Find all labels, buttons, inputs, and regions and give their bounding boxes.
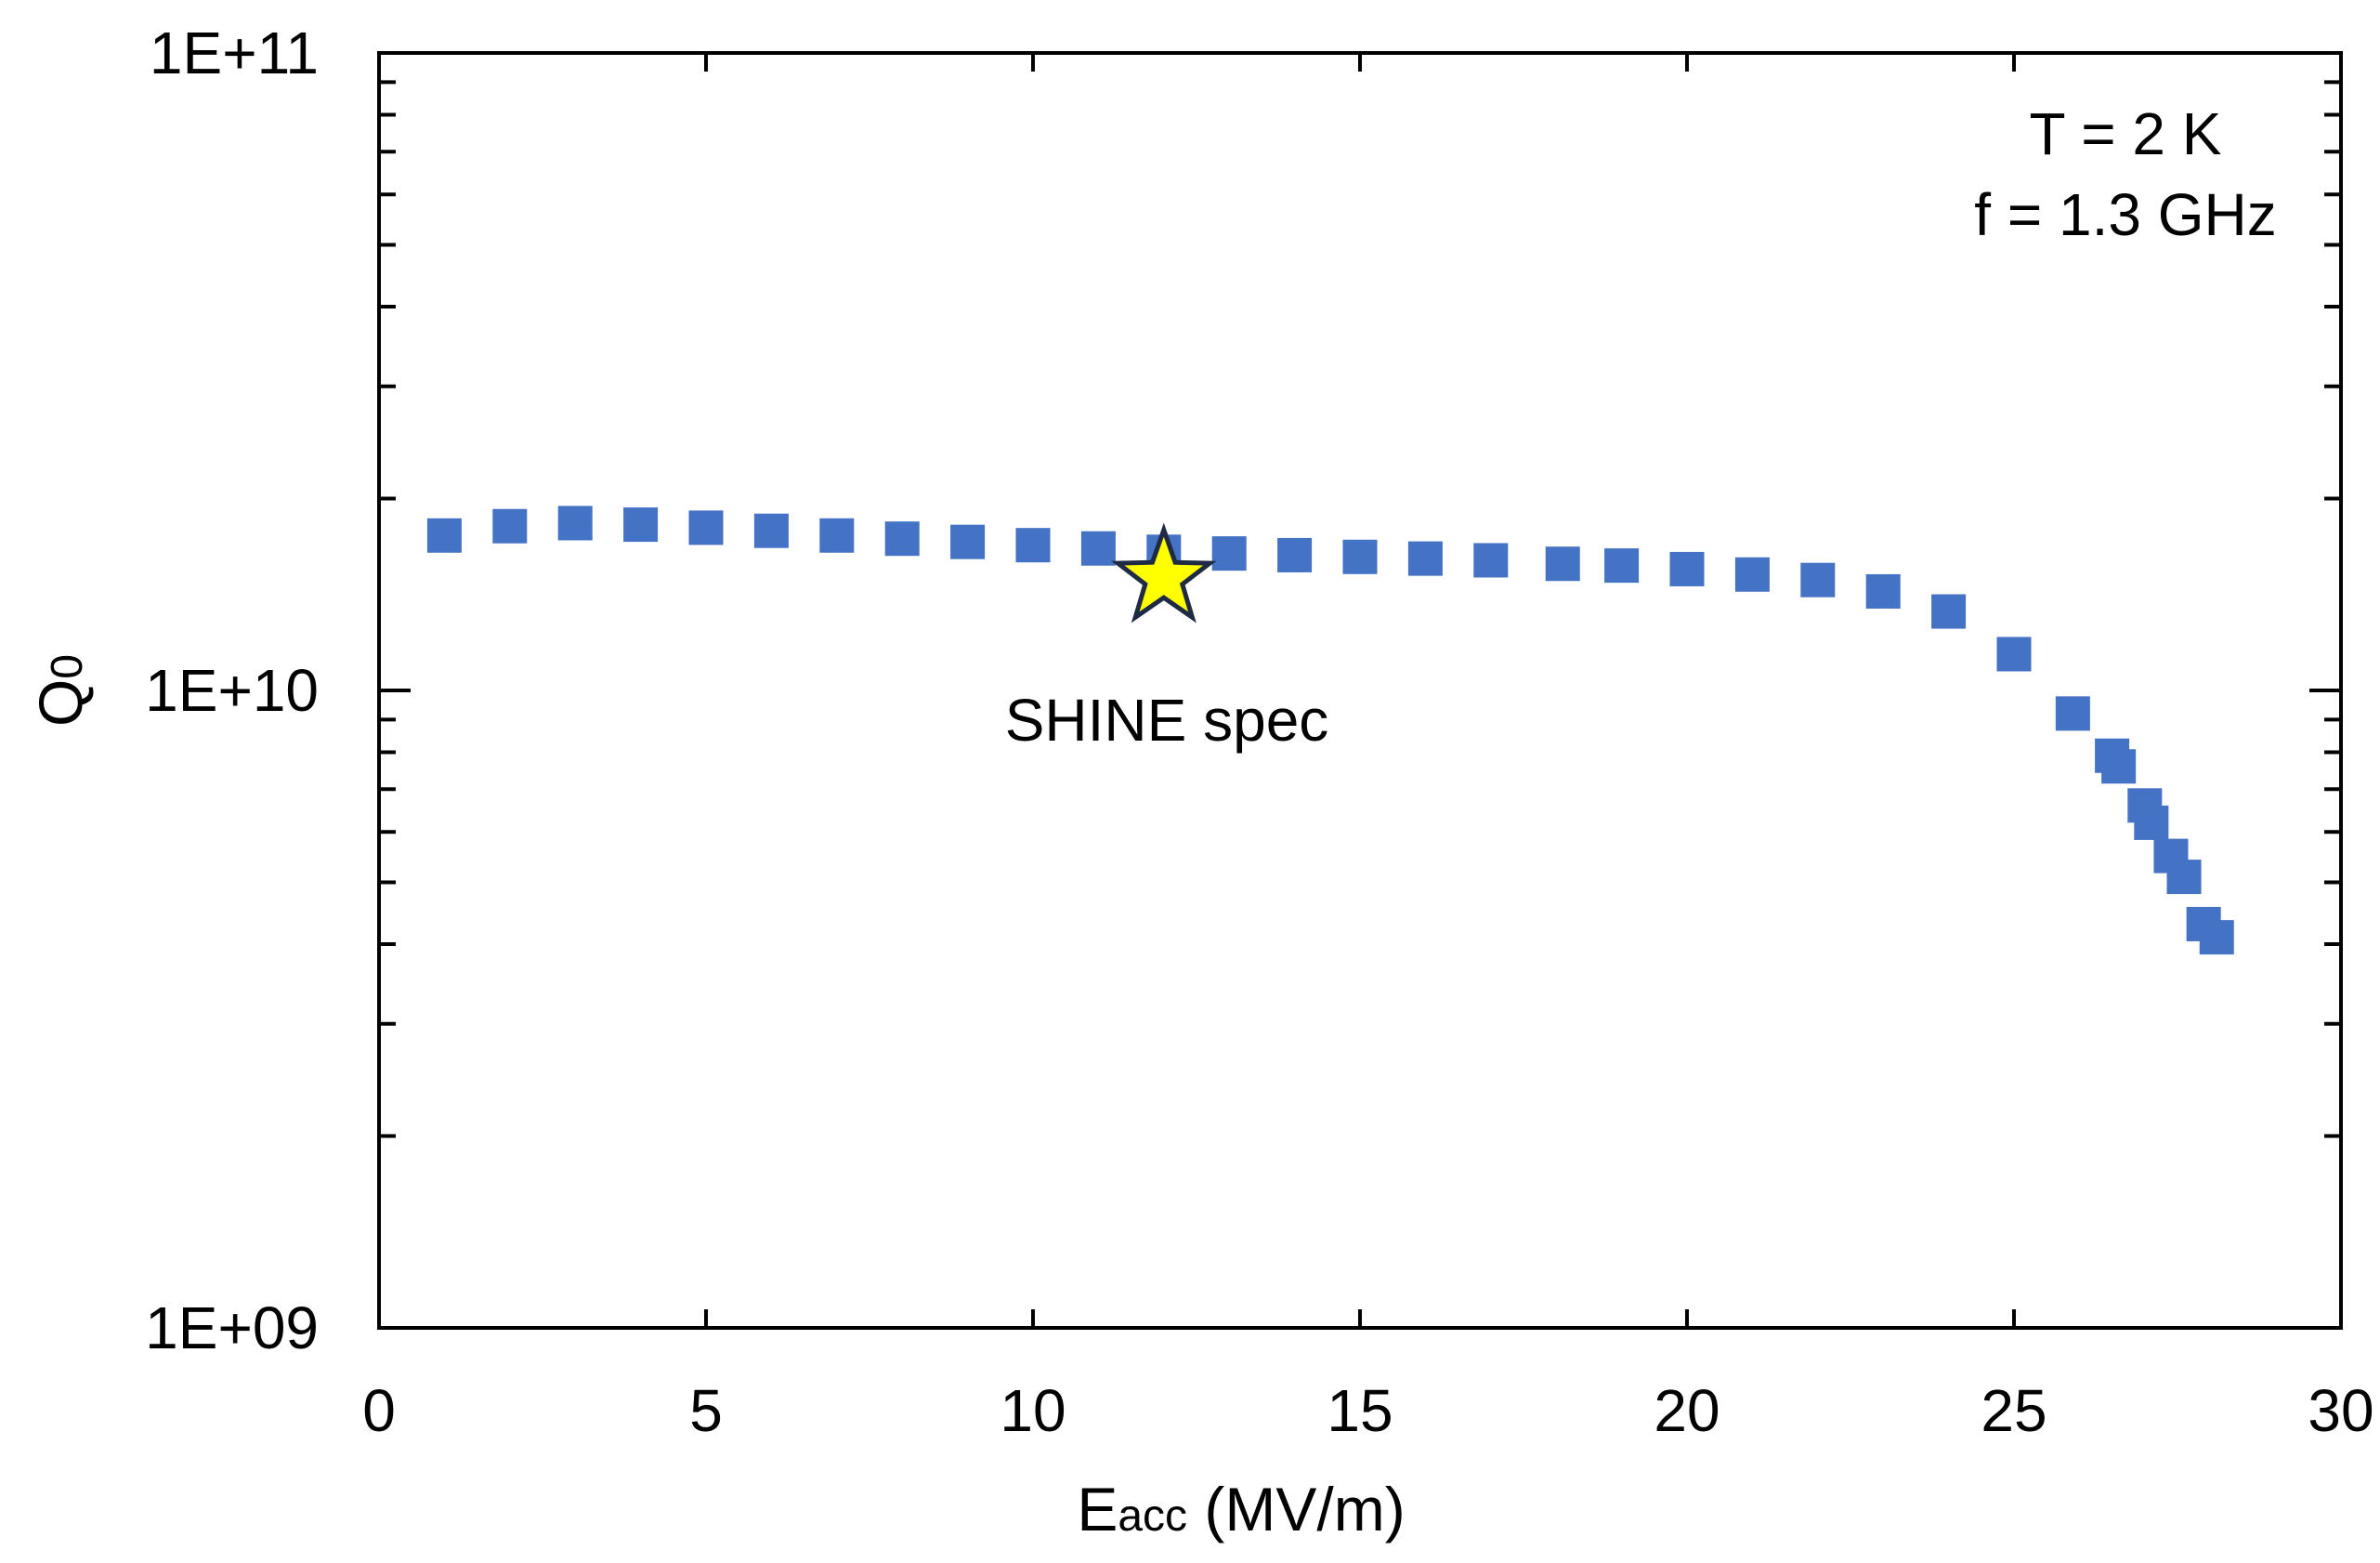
x-tick-label: 30 bbox=[2308, 1377, 2373, 1444]
data-point bbox=[2101, 749, 2137, 784]
x-tick-labels: 0 5 10 15 20 25 30 bbox=[362, 1377, 2373, 1444]
data-point bbox=[2166, 860, 2202, 895]
data-point bbox=[1015, 528, 1051, 563]
y-tick-label: 1E+10 bbox=[145, 657, 319, 724]
data-point bbox=[1931, 594, 1967, 629]
data-point bbox=[1080, 531, 1116, 566]
data-point bbox=[1996, 637, 2032, 672]
data-point bbox=[2199, 920, 2234, 955]
data-point bbox=[1473, 543, 1509, 578]
data-point bbox=[950, 524, 986, 559]
data-point bbox=[884, 521, 920, 557]
data-point bbox=[1865, 573, 1901, 609]
data-point bbox=[1211, 536, 1247, 571]
data-point bbox=[492, 508, 528, 544]
data-point bbox=[1277, 537, 1313, 572]
data-points bbox=[426, 506, 2234, 955]
x-axis-title: Eacc (MV/m) bbox=[1077, 1475, 1405, 1543]
condition-frequency: f = 1.3 GHz bbox=[1974, 181, 2276, 248]
data-point bbox=[557, 506, 593, 541]
y-tick-labels: 1E+09 1E+10 1E+11 bbox=[145, 20, 319, 1361]
data-point bbox=[1734, 557, 1770, 592]
y-tick-label: 1E+09 bbox=[145, 1294, 319, 1361]
spec-label: SHINE spec bbox=[1005, 687, 1329, 754]
data-point bbox=[1604, 548, 1640, 584]
x-tick-label: 25 bbox=[1981, 1377, 2047, 1444]
x-tick-label: 15 bbox=[1327, 1377, 1393, 1444]
spec-star-marker bbox=[1111, 522, 1217, 624]
data-point bbox=[1800, 562, 1836, 598]
x-tick-label: 10 bbox=[1000, 1377, 1066, 1444]
y-tick-label: 1E+11 bbox=[150, 20, 319, 86]
data-point bbox=[688, 510, 724, 545]
data-point bbox=[2134, 805, 2169, 840]
y-axis-title: Q0 bbox=[26, 654, 95, 727]
data-point bbox=[426, 518, 462, 553]
data-point bbox=[753, 513, 789, 548]
data-point bbox=[623, 507, 659, 543]
data-point bbox=[2055, 696, 2090, 731]
x-tick-label: 5 bbox=[689, 1377, 723, 1444]
data-point bbox=[1342, 539, 1378, 574]
data-point bbox=[819, 518, 855, 553]
data-point bbox=[1407, 541, 1443, 576]
x-tick-label: 0 bbox=[362, 1377, 396, 1444]
data-point bbox=[1669, 551, 1705, 586]
data-point bbox=[1545, 546, 1580, 582]
condition-temperature: T = 2 K bbox=[2030, 100, 2222, 167]
x-tick-label: 20 bbox=[1654, 1377, 1720, 1444]
axis-ticks bbox=[379, 51, 2341, 1330]
